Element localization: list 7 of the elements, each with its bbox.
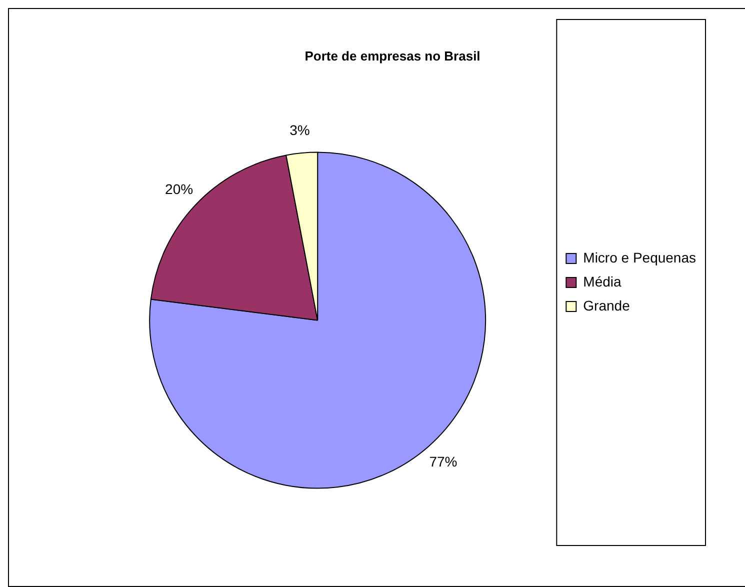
legend-label: Média: [583, 273, 622, 290]
legend-label: Micro e Pequenas: [583, 249, 696, 266]
data-label: 20%: [165, 181, 194, 198]
data-label: 77%: [429, 454, 458, 470]
data-label: 3%: [290, 122, 310, 138]
legend-label: Grande: [583, 297, 630, 314]
chart-title: Porte de empresas no Brasil: [304, 48, 480, 64]
